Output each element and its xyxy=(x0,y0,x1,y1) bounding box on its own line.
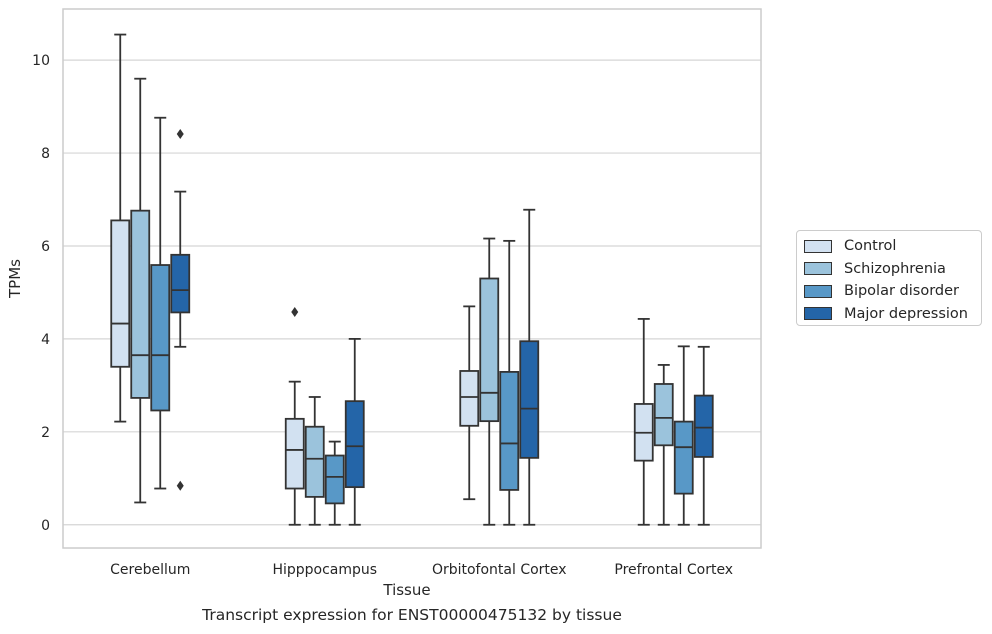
legend-label: Control xyxy=(844,238,897,255)
iqr-box xyxy=(170,253,191,314)
box-schizophrenia xyxy=(653,364,674,526)
x-tick-label: Orbitofontal Cortex xyxy=(432,562,567,578)
box-schizophrenia xyxy=(304,396,325,526)
legend-swatch xyxy=(804,307,832,321)
box-bipolar-disorder xyxy=(150,116,171,490)
x-tick-label: Prefrontal Cortex xyxy=(614,562,733,578)
legend-swatch xyxy=(804,262,832,276)
iqr-box xyxy=(304,425,325,498)
iqr-box xyxy=(130,209,151,399)
iqr-box xyxy=(344,400,365,489)
iqr-box xyxy=(324,454,345,505)
y-tick-label: 6 xyxy=(41,239,50,255)
box-schizophrenia xyxy=(479,237,500,526)
iqr-box xyxy=(284,417,305,490)
box-bipolar-disorder xyxy=(499,239,520,526)
legend-item: Bipolar disorder xyxy=(804,280,981,303)
box-groups xyxy=(110,33,714,526)
box-control xyxy=(633,318,654,526)
box-bipolar-disorder xyxy=(324,440,345,526)
legend-item: Major depression xyxy=(804,303,981,326)
iqr-box xyxy=(693,394,714,458)
legend-swatch xyxy=(804,239,832,253)
legend-label: Bipolar disorder xyxy=(844,283,959,300)
plot-area-frame xyxy=(62,8,762,549)
outlier-point xyxy=(176,128,184,139)
box-bipolar-disorder xyxy=(673,345,694,526)
legend-item: Schizophrenia xyxy=(804,258,981,281)
legend-label: Major depression xyxy=(844,305,968,322)
iqr-box xyxy=(150,264,171,412)
y-tick-label: 0 xyxy=(41,518,50,534)
iqr-box xyxy=(519,340,540,459)
x-axis-label: Tissue xyxy=(382,581,430,599)
iqr-box xyxy=(459,370,480,427)
legend-label: Schizophrenia xyxy=(844,260,946,277)
y-axis-ticks: 0 2 4 6 8 10 xyxy=(32,53,50,534)
x-tick-label: Hipppocampus xyxy=(272,562,377,578)
box-major-depression xyxy=(519,208,540,526)
box-schizophrenia xyxy=(130,77,151,504)
box-control xyxy=(459,305,480,501)
box-control xyxy=(284,306,305,526)
iqr-box xyxy=(673,420,694,495)
chart-caption: Transcript expression for ENST0000047513… xyxy=(202,606,622,624)
legend-item: Control xyxy=(804,235,981,258)
outlier-point xyxy=(291,306,299,317)
y-axis-label: TPMs xyxy=(6,259,24,299)
box-major-depression xyxy=(693,345,714,526)
y-tick-label: 2 xyxy=(41,425,50,441)
iqr-box xyxy=(479,277,500,423)
y-tick-label: 10 xyxy=(32,53,50,69)
x-axis-ticks: Cerebellum Hipppocampus Orbitofontal Corte… xyxy=(110,562,733,578)
y-tick-label: 8 xyxy=(41,146,50,162)
box-control xyxy=(110,33,131,423)
x-tick-label: Cerebellum xyxy=(110,562,190,578)
box-major-depression xyxy=(170,128,191,491)
iqr-box xyxy=(653,383,674,447)
legend-swatch xyxy=(804,284,832,298)
outlier-point xyxy=(176,480,184,491)
box-major-depression xyxy=(344,338,365,526)
y-tick-label: 4 xyxy=(41,332,50,348)
iqr-box xyxy=(499,370,520,491)
legend: Control Schizophrenia Bipolar disorder Majo… xyxy=(796,230,982,326)
iqr-box xyxy=(110,219,131,368)
